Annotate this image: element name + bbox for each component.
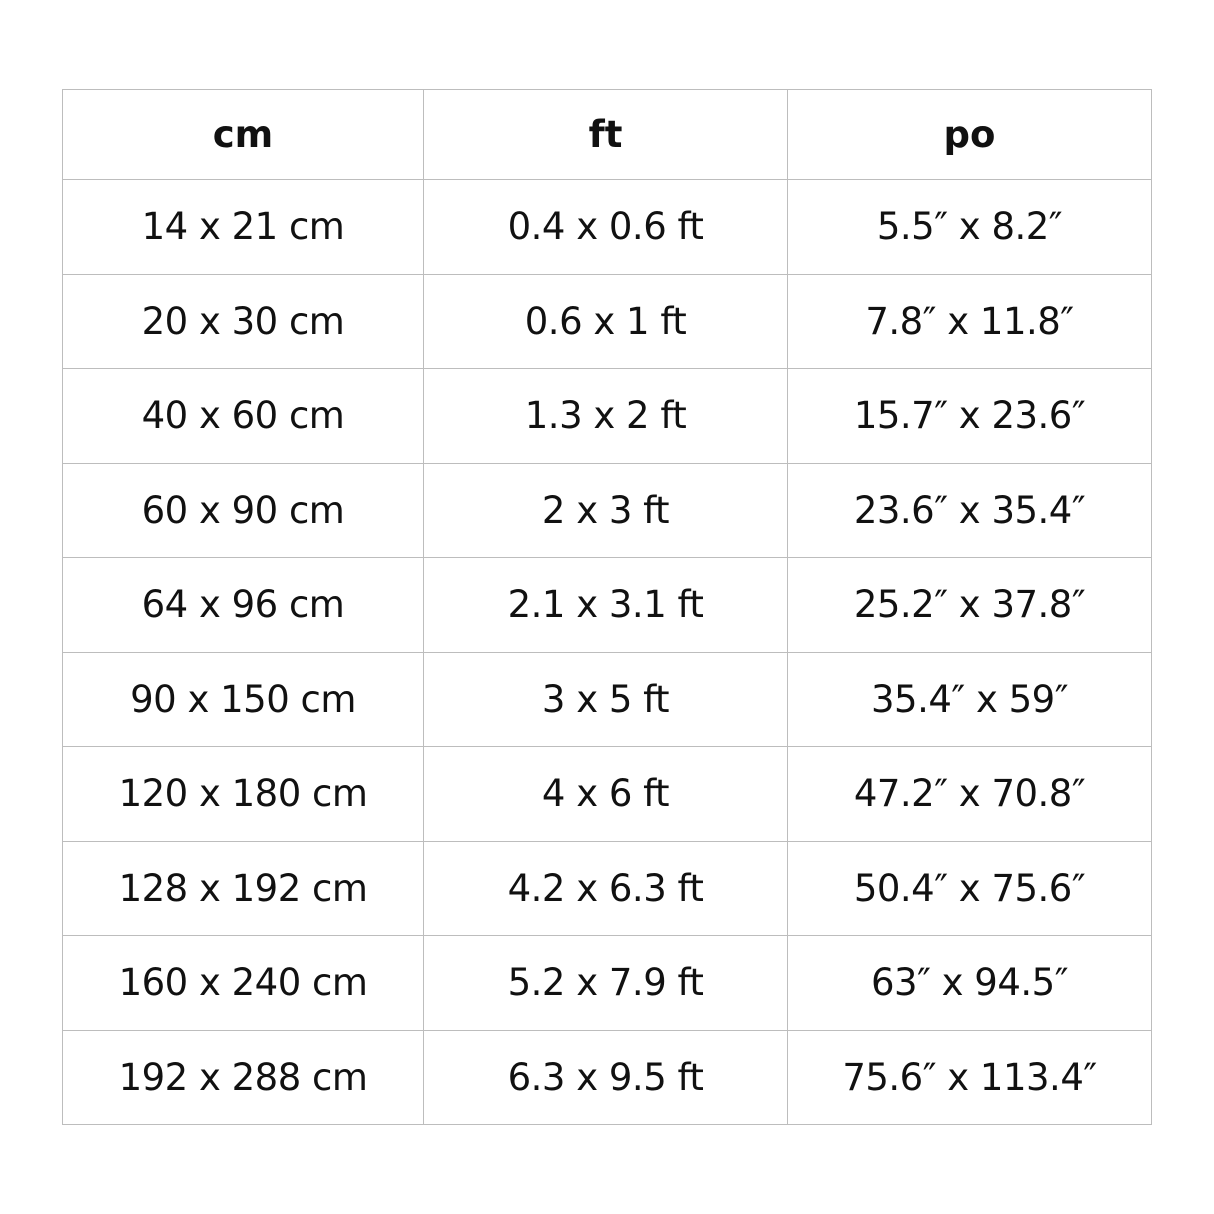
cell-ft: 4 x 6 ft: [423, 746, 788, 842]
cell-cm: 120 x 180 cm: [62, 746, 424, 842]
table-row: 160 x 240 cm 5.2 x 7.9 ft 63″ x 94.5″: [62, 935, 1152, 1031]
cell-cm: 14 x 21 cm: [62, 179, 424, 275]
table-row: 64 x 96 cm 2.1 x 3.1 ft 25.2″ x 37.8″: [62, 557, 1152, 653]
table-row: 90 x 150 cm 3 x 5 ft 35.4″ x 59″: [62, 651, 1152, 747]
cell-po: 25.2″ x 37.8″: [787, 557, 1152, 653]
table-row: 40 x 60 cm 1.3 x 2 ft 15.7″ x 23.6″: [62, 368, 1152, 464]
cell-po: 7.8″ x 11.8″: [787, 273, 1152, 369]
cell-cm: 40 x 60 cm: [62, 368, 424, 464]
cell-ft: 1.3 x 2 ft: [423, 368, 788, 464]
cell-ft: 6.3 x 9.5 ft: [423, 1029, 788, 1125]
cell-po: 47.2″ x 70.8″: [787, 746, 1152, 842]
header-po: po: [787, 89, 1152, 180]
cell-po: 5.5″ x 8.2″: [787, 179, 1152, 275]
cell-po: 23.6″ x 35.4″: [787, 462, 1152, 558]
table-row: 14 x 21 cm 0.4 x 0.6 ft 5.5″ x 8.2″: [62, 179, 1152, 275]
table-row: 60 x 90 cm 2 x 3 ft 23.6″ x 35.4″: [62, 462, 1152, 558]
cell-cm: 90 x 150 cm: [62, 651, 424, 747]
cell-cm: 64 x 96 cm: [62, 557, 424, 653]
cell-cm: 60 x 90 cm: [62, 462, 424, 558]
cell-cm: 128 x 192 cm: [62, 840, 424, 936]
table-row: 120 x 180 cm 4 x 6 ft 47.2″ x 70.8″: [62, 746, 1152, 842]
cell-ft: 0.4 x 0.6 ft: [423, 179, 788, 275]
header-cm: cm: [62, 89, 424, 180]
cell-po: 63″ x 94.5″: [787, 935, 1152, 1031]
size-conversion-table: cm ft po 14 x 21 cm 0.4 x 0.6 ft 5.5″ x 8.…: [62, 89, 1152, 1125]
cell-ft: 4.2 x 6.3 ft: [423, 840, 788, 936]
cell-po: 50.4″ x 75.6″: [787, 840, 1152, 936]
cell-cm: 20 x 30 cm: [62, 273, 424, 369]
cell-ft: 0.6 x 1 ft: [423, 273, 788, 369]
header-ft: ft: [423, 89, 788, 180]
cell-ft: 3 x 5 ft: [423, 651, 788, 747]
cell-ft: 5.2 x 7.9 ft: [423, 935, 788, 1031]
cell-ft: 2 x 3 ft: [423, 462, 788, 558]
cell-po: 15.7″ x 23.6″: [787, 368, 1152, 464]
cell-po: 35.4″ x 59″: [787, 651, 1152, 747]
cell-po: 75.6″ x 113.4″: [787, 1029, 1152, 1125]
table-row: 128 x 192 cm 4.2 x 6.3 ft 50.4″ x 75.6″: [62, 840, 1152, 936]
cell-ft: 2.1 x 3.1 ft: [423, 557, 788, 653]
table-row: 192 x 288 cm 6.3 x 9.5 ft 75.6″ x 113.4″: [62, 1029, 1152, 1125]
cell-cm: 192 x 288 cm: [62, 1029, 424, 1125]
header-row: cm ft po: [62, 89, 1152, 180]
table-row: 20 x 30 cm 0.6 x 1 ft 7.8″ x 11.8″: [62, 273, 1152, 369]
cell-cm: 160 x 240 cm: [62, 935, 424, 1031]
